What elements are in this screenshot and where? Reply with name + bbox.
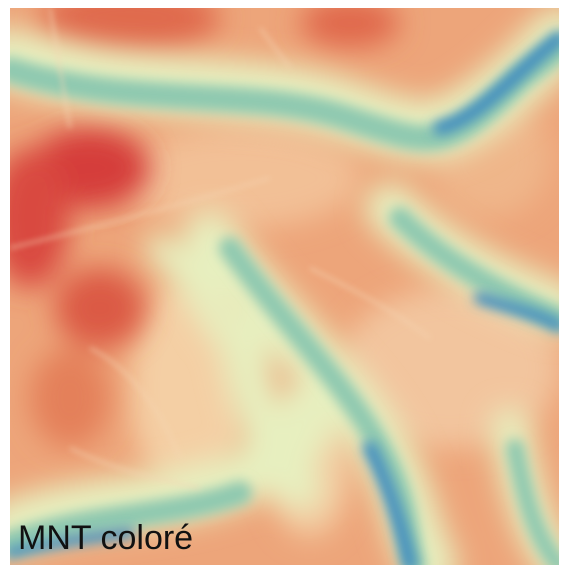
dem-map: MNT coloré: [10, 8, 559, 565]
dem-hillshade-raster: [10, 8, 559, 565]
river-channels: [10, 35, 559, 565]
lowest-channels: [10, 31, 559, 565]
map-label: MNT coloré: [18, 519, 194, 557]
high-elevation-zones: [10, 8, 400, 448]
road-texture: [10, 8, 431, 490]
